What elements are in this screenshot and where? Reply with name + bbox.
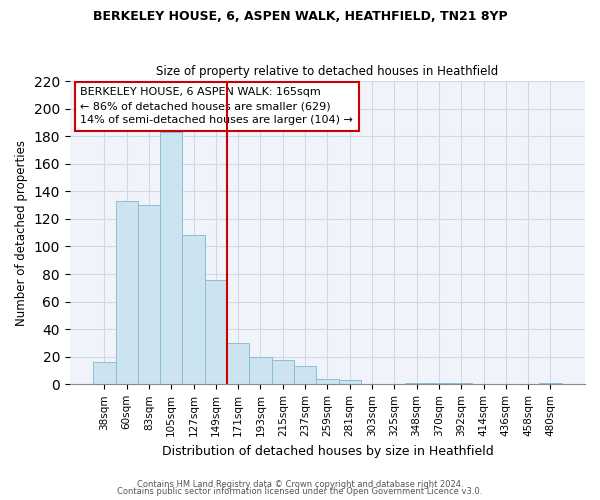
Bar <box>160 132 182 384</box>
Bar <box>450 383 472 384</box>
Bar <box>406 383 428 384</box>
Bar <box>428 383 450 384</box>
Bar <box>338 380 361 384</box>
Bar <box>93 362 116 384</box>
Text: BERKELEY HOUSE, 6, ASPEN WALK, HEATHFIELD, TN21 8YP: BERKELEY HOUSE, 6, ASPEN WALK, HEATHFIEL… <box>92 10 508 23</box>
Bar <box>138 205 160 384</box>
Bar <box>316 379 338 384</box>
Bar <box>205 280 227 384</box>
Bar <box>294 366 316 384</box>
Bar <box>182 236 205 384</box>
Bar <box>116 201 138 384</box>
Bar <box>539 383 562 384</box>
Text: BERKELEY HOUSE, 6 ASPEN WALK: 165sqm
← 86% of detached houses are smaller (629)
: BERKELEY HOUSE, 6 ASPEN WALK: 165sqm ← 8… <box>80 87 353 125</box>
Title: Size of property relative to detached houses in Heathfield: Size of property relative to detached ho… <box>156 66 499 78</box>
Text: Contains HM Land Registry data © Crown copyright and database right 2024.: Contains HM Land Registry data © Crown c… <box>137 480 463 489</box>
Y-axis label: Number of detached properties: Number of detached properties <box>15 140 28 326</box>
Bar <box>250 356 272 384</box>
Text: Contains public sector information licensed under the Open Government Licence v3: Contains public sector information licen… <box>118 487 482 496</box>
Bar <box>227 343 250 384</box>
Bar <box>272 360 294 384</box>
X-axis label: Distribution of detached houses by size in Heathfield: Distribution of detached houses by size … <box>161 444 493 458</box>
